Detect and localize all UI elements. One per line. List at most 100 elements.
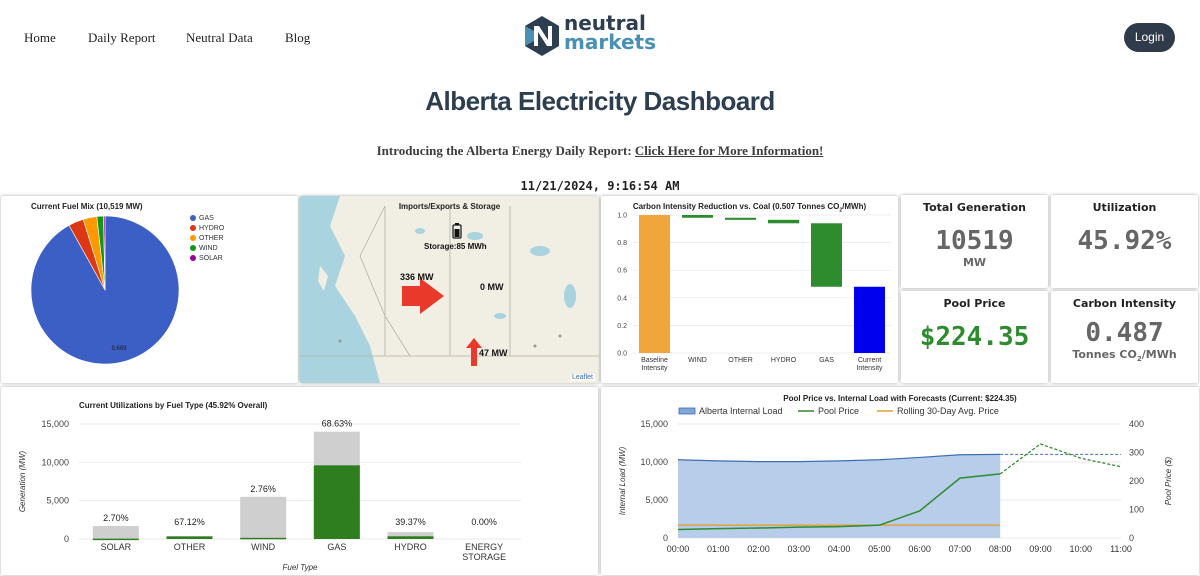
util-data-label: 67.12% [174, 517, 205, 527]
south-flow-arrow[interactable] [466, 338, 482, 366]
util-generation-bar-1 [166, 536, 213, 539]
west-flow-arrow[interactable] [402, 278, 446, 314]
intro-banner: Introducing the Alberta Energy Daily Rep… [0, 143, 1200, 159]
login-button[interactable]: Login [1124, 23, 1175, 52]
total-generation-value: 10519 [935, 226, 1014, 256]
waterfall-ytick: 1.0 [617, 213, 627, 220]
util-xtick: SOLAR [101, 542, 132, 552]
pool-price-card: Pool Price $224.35 [901, 291, 1048, 383]
utilization-by-fuel-panel: Current Utilizations by Fuel Type (45.92… [1, 387, 598, 575]
util-xtick: STORAGE [462, 552, 506, 562]
nav-daily-report[interactable]: Daily Report [88, 30, 156, 45]
pool-price-label: Pool Price [943, 297, 1006, 310]
legend-avg-label: Rolling 30-Day Avg. Price [897, 406, 999, 416]
price-ytick-left: 5,000 [645, 495, 668, 505]
carbon-reduction-title: Carbon Intensity Reduction vs. Coal (0.5… [632, 202, 867, 214]
waterfall-bar-5 [854, 286, 885, 353]
waterfall-ytick: 0.6 [617, 268, 627, 275]
nav-blog[interactable]: Blog [285, 30, 311, 45]
waterfall-ytick: 0.4 [617, 295, 627, 302]
pool-price-value: $224.35 [919, 322, 1030, 352]
pool-price-load-panel: Pool Price vs. Internal Load with Foreca… [601, 387, 1199, 575]
price-xtick: 07:00 [949, 544, 972, 554]
util-ytick: 0 [64, 534, 69, 544]
carbon-intensity-unit: Tonnes CO2/MWh [1072, 348, 1177, 364]
price-xtick: 01:00 [707, 544, 730, 554]
nav-neutral-data[interactable]: Neutral Data [186, 30, 253, 45]
util-data-label: 39.37% [395, 517, 426, 527]
waterfall-xtick: Intensity [641, 365, 668, 372]
carbon-intensity-value: 0.487 [1085, 318, 1164, 348]
fuel-mix-panel: Current Fuel Mix (10,519 MW) 9,669 [1, 196, 298, 383]
price-xtick: 02:00 [747, 544, 770, 554]
util-generation-bar-4 [387, 536, 434, 539]
east-flow-label: 0 MW [480, 282, 504, 292]
legend-gas: GAS [190, 214, 224, 224]
price-ytick-right: 100 [1129, 505, 1144, 515]
legend-wind: WIND [190, 244, 224, 254]
pool-price-chart-title: Pool Price vs. Internal Load with Foreca… [783, 394, 1017, 403]
logo-line-1: neutral [564, 11, 646, 35]
waterfall-xtick: GAS [819, 357, 834, 364]
imports-exports-panel: Imports/Exports & Storage Storage:85 MWh… [300, 196, 599, 383]
total-generation-card: Total Generation 10519 MW [901, 195, 1048, 288]
waterfall-bar-2 [725, 217, 756, 220]
price-xtick: 06:00 [908, 544, 931, 554]
util-ytick: 15,000 [41, 419, 69, 429]
load-line [677, 453, 1001, 463]
waterfall-bar-1 [682, 215, 713, 218]
pool-price-load-chart: Alberta Internal Load Pool Price Rolling 3… [618, 406, 1173, 554]
utilization-chart-title: Current Utilizations by Fuel Type (45.92… [79, 401, 268, 410]
util-generation-bar-0 [92, 538, 139, 541]
legend-hydro: HYDRO [190, 224, 224, 234]
waterfall-bar-4 [811, 223, 842, 287]
carbon-intensity-label: Carbon Intensity [1072, 297, 1177, 310]
util-data-label: 68.63% [322, 419, 353, 429]
util-capacity-bar-0 [92, 525, 139, 539]
util-data-label: 2.70% [103, 513, 129, 523]
price-ylabel-right: Pool Price ($) [1164, 456, 1173, 505]
logo-line-2: markets [564, 30, 656, 54]
total-generation-unit: MW [962, 256, 987, 269]
waterfall-xtick: Intensity [856, 365, 883, 372]
price-xtick: 11:00 [1110, 544, 1132, 554]
waterfall-xtick: OTHER [728, 357, 753, 364]
map-background[interactable] [300, 196, 599, 383]
fuel-mix-title: Current Fuel Mix (10,519 MW) [31, 202, 143, 211]
price-forecast-line [999, 443, 1122, 475]
battery-icon [452, 223, 462, 239]
waterfall-bar-3 [768, 219, 799, 224]
util-xtick: WIND [251, 542, 275, 552]
intro-link[interactable]: Click Here for More Information! [634, 143, 824, 158]
util-capacity-bar-2 [240, 496, 287, 539]
neutral-markets-logo[interactable]: neutral markets [524, 11, 674, 58]
price-xtick: 08:00 [989, 544, 1012, 554]
carbon-reduction-panel: Carbon Intensity Reduction vs. Coal (0.5… [601, 196, 898, 383]
price-ytick-right: 0 [1129, 533, 1134, 543]
fuel-mix-pie: 9,669 [30, 215, 180, 365]
util-xtick: OTHER [174, 542, 206, 552]
waterfall-ytick: 0.0 [617, 351, 627, 358]
price-ytick-left: 10,000 [640, 457, 668, 467]
price-ytick-right: 300 [1129, 448, 1144, 458]
waterfall-xtick: WIND [688, 357, 707, 364]
utilization-value: 45.92% [1077, 226, 1172, 256]
nav-home[interactable]: Home [24, 30, 56, 45]
leaflet-attribution[interactable]: Leaflet [569, 374, 595, 381]
legend-other: OTHER [190, 234, 224, 244]
price-xtick: 05:00 [868, 544, 891, 554]
pie-slice-solar [103, 215, 106, 291]
intro-text: Introducing the Alberta Energy Daily Rep… [376, 143, 632, 158]
util-xtick: ENERGY [465, 542, 503, 552]
util-generation-bar-2 [240, 537, 287, 540]
legend-solar: SOLAR [190, 254, 224, 264]
total-generation-label: Total Generation [923, 201, 1026, 214]
price-ytick-left: 0 [663, 533, 668, 543]
utilization-chart: 0 5,000 10,000 15,000 2.70% SOLAR 67.12% OTHER 2… [18, 419, 521, 572]
util-ytick: 10,000 [41, 457, 69, 467]
waterfall-xtick: HYDRO [771, 357, 797, 364]
storage-label: Storage:85 MWh [424, 242, 487, 251]
util-generation-bar-3 [313, 465, 360, 539]
util-ytick: 5,000 [46, 496, 69, 506]
